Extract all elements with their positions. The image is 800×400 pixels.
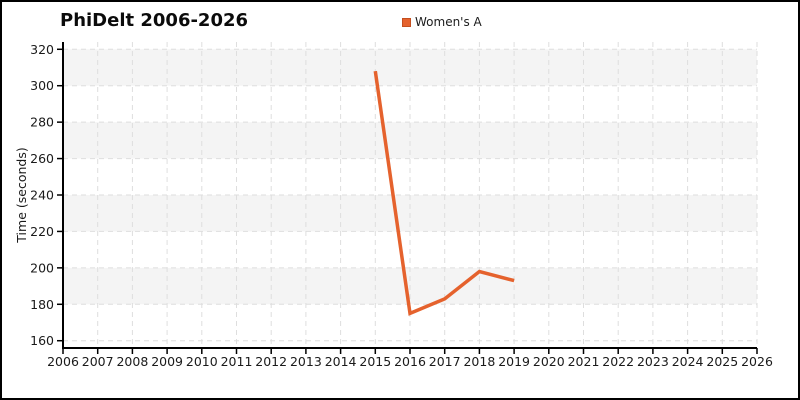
x-tick-label: 2021: [568, 354, 600, 369]
y-tick-label: 300: [30, 78, 54, 93]
y-tick-label: 220: [30, 224, 54, 239]
x-tick-label: 2018: [463, 354, 495, 369]
x-tick-label: 2024: [672, 354, 704, 369]
tick-marks: [57, 48, 758, 354]
x-tick-label: 2009: [151, 354, 183, 369]
x-tick-label: 2017: [429, 354, 461, 369]
legend-item-label: Women's A: [415, 15, 482, 29]
x-tick-label: 2015: [359, 354, 391, 369]
x-tick-label: 2007: [82, 354, 114, 369]
x-tick-label: 2023: [637, 354, 669, 369]
legend: Women's A: [402, 15, 482, 29]
x-tick-label: 2013: [290, 354, 322, 369]
x-tick-label: 2008: [116, 354, 148, 369]
x-tick-label: 2026: [741, 354, 773, 369]
y-tick-label: 160: [30, 333, 54, 348]
y-tick-label: 260: [30, 151, 54, 166]
x-tick-label: 2011: [221, 354, 253, 369]
x-tick-label: 2006: [47, 354, 79, 369]
x-tick-label: 2022: [602, 354, 634, 369]
chart-title: PhiDelt 2006-2026: [60, 10, 249, 31]
y-axis-title: Time (seconds): [14, 147, 29, 243]
x-tick-label: 2020: [533, 354, 565, 369]
series-line-womens-a: [373, 70, 515, 316]
y-tick-label: 200: [30, 260, 54, 275]
y-tick-label: 180: [30, 297, 54, 312]
x-tick-label: 2025: [706, 354, 738, 369]
y-tick-label: 320: [30, 42, 54, 57]
legend-swatch-icon: [402, 17, 411, 27]
x-tick-label: 2010: [186, 354, 218, 369]
x-tick-label: 2012: [255, 354, 287, 369]
x-tick-label: 2019: [498, 354, 530, 369]
y-tick-label: 280: [30, 115, 54, 130]
x-tick-label: 2016: [394, 354, 426, 369]
x-tick-label: 2014: [325, 354, 357, 369]
y-tick-label: 240: [30, 188, 54, 203]
